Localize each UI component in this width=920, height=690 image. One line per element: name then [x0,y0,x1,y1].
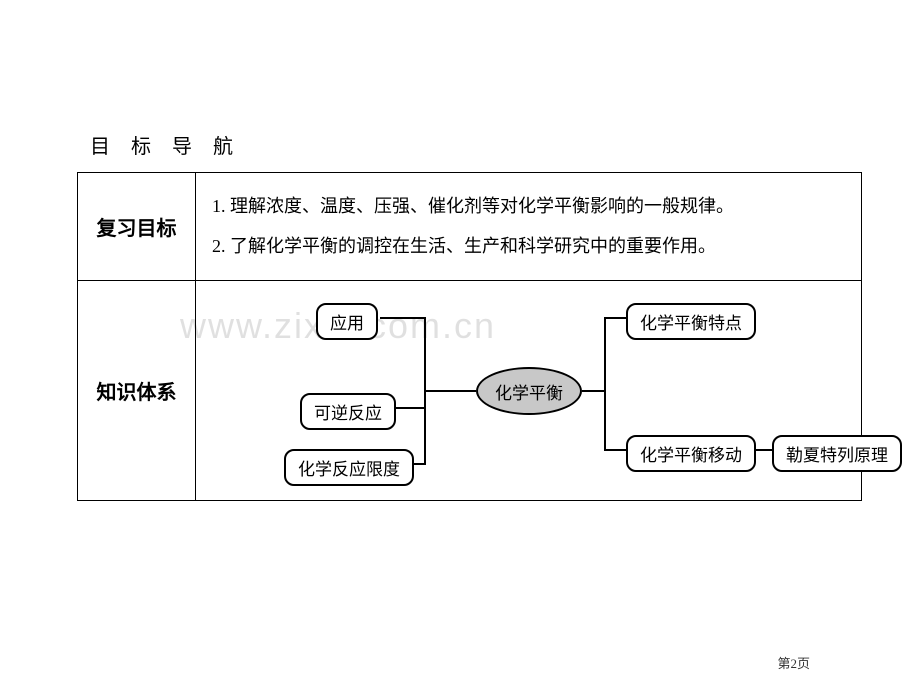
review-goals-cell: 1. 理解浓度、温度、压强、催化剂等对化学平衡影响的一般规律。 2. 了解化学平… [196,173,862,281]
knowledge-diagram: 应用 可逆反应 化学反应限度 化学平衡 化学平衡特点 化学平衡移动 勒夏特列原理 [196,281,861,500]
edge [396,407,424,409]
table-row-goals: 复习目标 1. 理解浓度、温度、压强、催化剂等对化学平衡影响的一般规律。 2. … [78,173,862,281]
diagram-cell: 应用 可逆反应 化学反应限度 化学平衡 化学平衡特点 化学平衡移动 勒夏特列原理 [196,281,862,501]
node-center: 化学平衡 [476,367,582,415]
node-features: 化学平衡特点 [626,303,756,340]
page-number: 第2页 [777,653,810,672]
page-title: 目 标 导 航 [90,130,241,159]
edge [424,390,476,392]
edge [604,317,606,451]
goal-line-2: 2. 了解化学平衡的调控在生活、生产和科学研究中的重要作用。 [212,227,845,267]
node-lechatelier: 勒夏特列原理 [772,435,902,472]
goal-line-1: 1. 理解浓度、温度、压强、催化剂等对化学平衡影响的一般规律。 [212,187,845,227]
edge [380,317,424,319]
table-row-system: 知识体系 应用 可逆反应 化学反应限度 化学平衡 化学平衡特点 化学平衡移动 勒… [78,281,862,501]
node-shift: 化学平衡移动 [626,435,756,472]
node-application: 应用 [316,303,378,340]
edge [756,449,772,451]
edge [604,317,626,319]
main-table: 复习目标 1. 理解浓度、温度、压强、催化剂等对化学平衡影响的一般规律。 2. … [77,172,862,501]
edge [414,463,424,465]
edge [604,449,626,451]
row-label-system: 知识体系 [78,281,196,501]
node-reversible: 可逆反应 [300,393,396,430]
node-reaction-limit: 化学反应限度 [284,449,414,486]
edge [582,390,604,392]
row-label-goals: 复习目标 [78,173,196,281]
